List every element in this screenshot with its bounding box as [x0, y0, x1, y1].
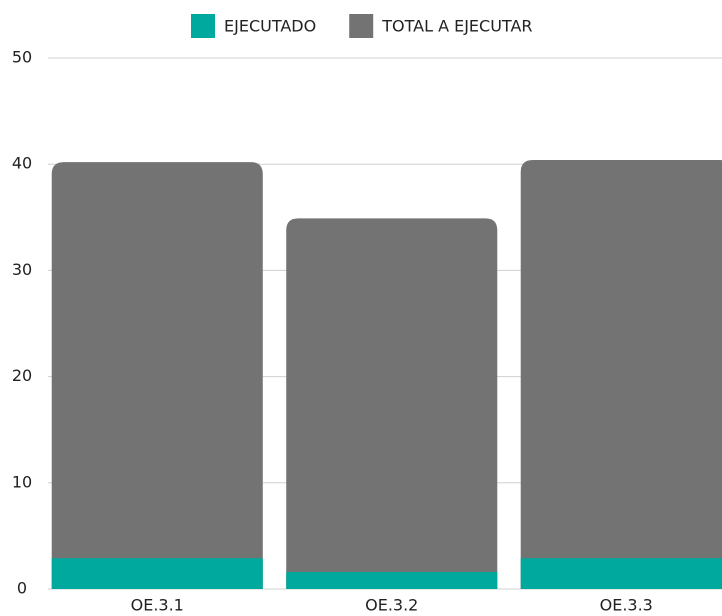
bar [51, 162, 263, 590]
y-tick-label: 30 [12, 260, 32, 279]
y-tick-label: 40 [12, 154, 32, 173]
legend-swatch [349, 14, 374, 38]
x-tick-label: OE.3.1 [131, 596, 184, 615]
legend-label: TOTAL A EJECUTAR [381, 17, 532, 36]
bar [286, 572, 498, 589]
x-tick-label: OE.3.2 [365, 596, 418, 615]
y-tick-label: 10 [12, 472, 32, 491]
y-tick-label: 50 [12, 48, 32, 67]
bar [51, 558, 263, 589]
legend-swatch [191, 14, 215, 38]
x-tick-label: OE.3.3 [600, 596, 653, 615]
bar [520, 558, 722, 589]
y-tick-label: 0 [17, 579, 27, 598]
legend-label: EJECUTADO [224, 17, 316, 36]
bar [286, 218, 498, 589]
bar [520, 159, 722, 589]
y-tick-label: 20 [12, 366, 32, 385]
